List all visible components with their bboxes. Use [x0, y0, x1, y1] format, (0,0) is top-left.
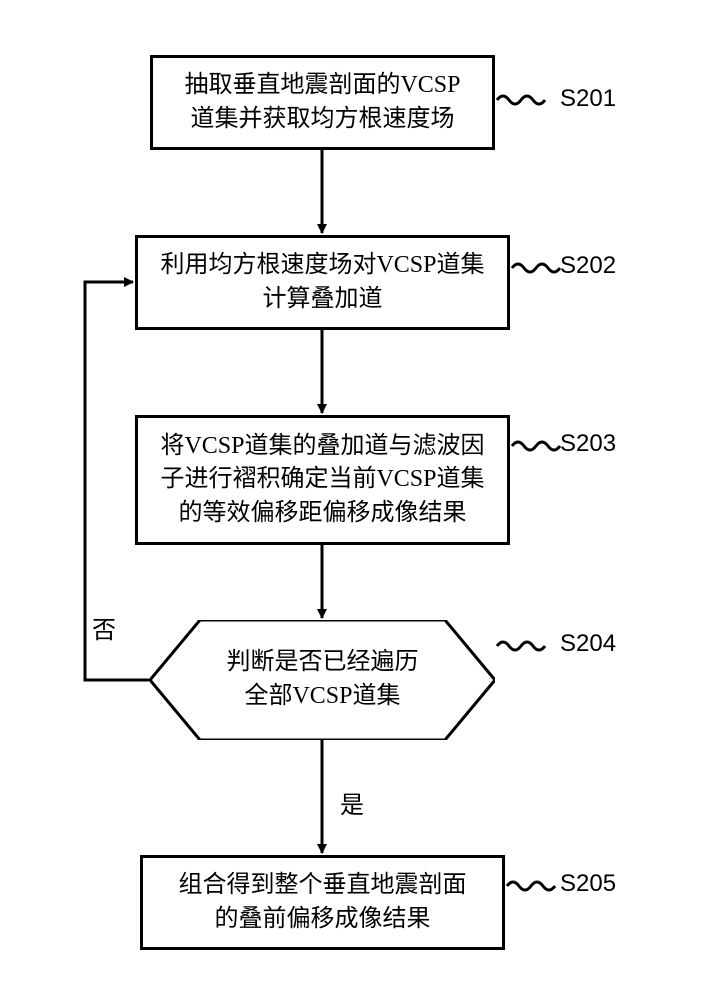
step-s201: 抽取垂直地震剖面的VCSP道集并获取均方根速度场 [150, 55, 495, 150]
step-s203: 将VCSP道集的叠加道与滤波因子进行褶积确定当前VCSP道集的等效偏移距偏移成像… [135, 415, 510, 545]
label-s205: S205 [560, 870, 616, 898]
decision-s204: 判断是否已经遍历全部VCSP道集 [150, 620, 495, 740]
step-s202: 利用均方根速度场对VCSP道集计算叠加道 [135, 235, 510, 330]
edge-no-label: 否 [92, 610, 116, 645]
edge-yes-label: 是 [340, 785, 364, 820]
step-s203-text: 将VCSP道集的叠加道与滤波因子进行褶积确定当前VCSP道集的等效偏移距偏移成像… [160, 430, 484, 531]
label-s203: S203 [560, 430, 616, 458]
step-s205: 组合得到整个垂直地震剖面的叠前偏移成像结果 [140, 855, 505, 950]
label-s202: S202 [560, 252, 616, 280]
step-s201-text: 抽取垂直地震剖面的VCSP道集并获取均方根速度场 [184, 69, 460, 136]
step-s202-text: 利用均方根速度场对VCSP道集计算叠加道 [160, 249, 484, 316]
decision-s204-text: 判断是否已经遍历全部VCSP道集 [150, 620, 495, 740]
label-s201: S201 [560, 85, 616, 113]
step-s205-text: 组合得到整个垂直地震剖面的叠前偏移成像结果 [179, 869, 467, 936]
label-s204: S204 [560, 630, 616, 658]
flowchart-canvas: 抽取垂直地震剖面的VCSP道集并获取均方根速度场 S201 利用均方根速度场对V… [0, 0, 701, 1000]
